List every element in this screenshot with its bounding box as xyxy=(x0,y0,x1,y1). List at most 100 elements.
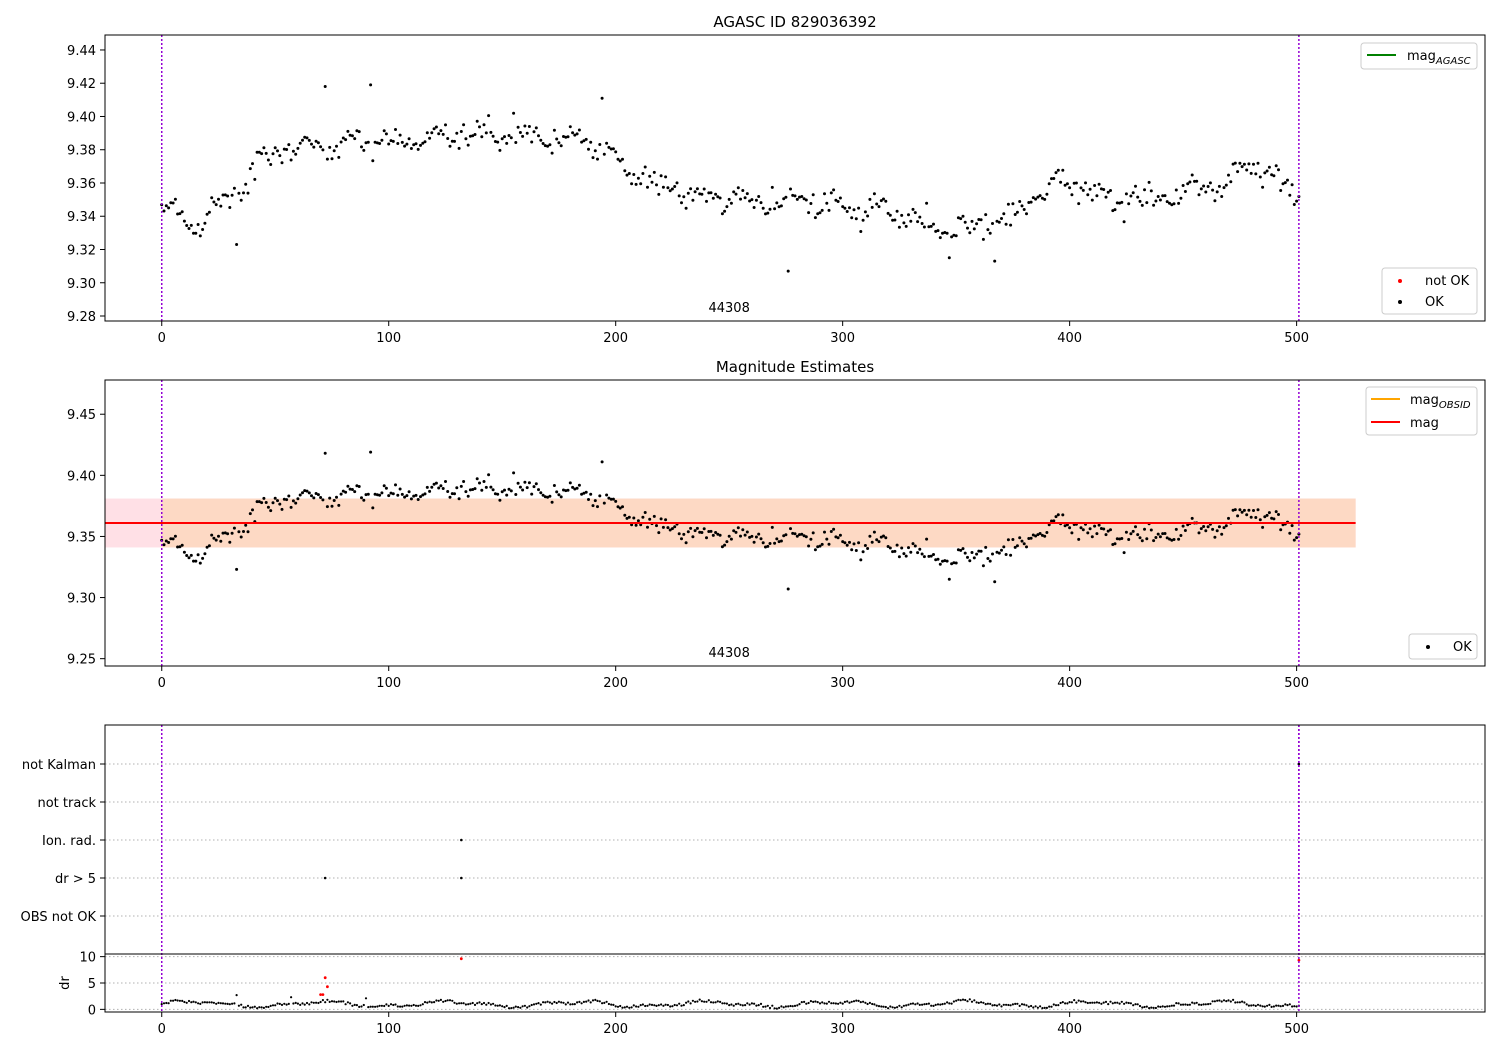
data-point xyxy=(695,187,699,191)
data-point xyxy=(875,1004,878,1007)
data-point xyxy=(1120,1000,1123,1003)
data-point xyxy=(348,487,352,491)
data-point xyxy=(419,143,422,147)
data-point xyxy=(555,137,559,141)
data-point xyxy=(482,480,486,483)
data-point xyxy=(376,1005,379,1008)
data-point xyxy=(301,138,304,142)
data-point xyxy=(600,460,604,464)
data-point xyxy=(171,201,175,205)
data-point xyxy=(162,1002,166,1005)
data-point xyxy=(1236,170,1240,174)
data-point xyxy=(439,129,443,133)
data-point xyxy=(977,549,981,553)
data-point xyxy=(1290,183,1294,187)
data-point xyxy=(357,130,361,134)
data-point xyxy=(182,219,186,223)
data-point xyxy=(190,1001,193,1004)
data-point xyxy=(335,144,338,148)
data-point xyxy=(836,536,840,540)
data-point xyxy=(291,499,295,503)
data-point xyxy=(625,173,629,177)
data-point xyxy=(569,1003,572,1006)
data-point xyxy=(1077,999,1080,1002)
data-point xyxy=(705,536,708,540)
data-point xyxy=(450,139,454,143)
data-point xyxy=(325,157,329,161)
data-point xyxy=(891,218,895,222)
data-point xyxy=(945,231,949,235)
data-point xyxy=(455,1002,458,1005)
data-point xyxy=(725,205,729,209)
data-point xyxy=(1034,1005,1037,1008)
data-point xyxy=(382,129,386,133)
data-point xyxy=(196,553,200,557)
data-point xyxy=(691,198,695,202)
data-point xyxy=(398,487,402,491)
data-point xyxy=(859,1001,862,1004)
flag-point xyxy=(323,876,327,880)
data-point xyxy=(934,558,938,562)
data-point xyxy=(237,1004,240,1007)
data-point xyxy=(591,504,595,508)
data-point xyxy=(1158,198,1162,202)
data-point xyxy=(646,185,649,189)
data-point xyxy=(727,534,731,538)
data-point xyxy=(339,140,343,144)
data-point xyxy=(966,1000,969,1003)
data-point xyxy=(1129,1002,1132,1005)
data-point xyxy=(562,135,565,138)
data-point xyxy=(698,530,702,534)
data-point xyxy=(1050,1005,1053,1008)
data-point xyxy=(989,1002,992,1006)
data-point xyxy=(932,1004,935,1008)
data-point xyxy=(887,1007,890,1010)
data-point xyxy=(907,1003,910,1006)
data-point xyxy=(1089,1001,1092,1004)
data-point xyxy=(330,1000,334,1003)
data-point xyxy=(1238,1001,1241,1004)
x-tick-label: 300 xyxy=(830,1022,855,1037)
data-point xyxy=(596,505,599,509)
data-point xyxy=(827,542,831,546)
data-point xyxy=(523,1004,527,1007)
data-point xyxy=(1025,1004,1028,1007)
data-point xyxy=(1258,518,1262,522)
dr-x-axis: 0 100 200 300 400 500 xyxy=(158,1012,1309,1037)
data-point xyxy=(1202,184,1206,188)
data-point xyxy=(321,993,325,996)
data-point xyxy=(857,541,861,545)
data-point xyxy=(480,488,484,492)
data-point xyxy=(357,485,361,488)
data-point xyxy=(446,137,450,140)
data-point xyxy=(555,490,559,494)
y-tick-label: 9.40 xyxy=(67,469,96,484)
data-point xyxy=(339,492,343,496)
data-point xyxy=(700,1000,704,1003)
data-point xyxy=(430,485,434,489)
data-point xyxy=(902,1004,906,1007)
data-point xyxy=(816,212,820,216)
data-point xyxy=(857,999,860,1003)
data-point xyxy=(723,1002,726,1005)
data-point xyxy=(330,504,334,508)
data-point xyxy=(1124,530,1128,534)
data-point xyxy=(419,495,422,499)
data-point xyxy=(573,1003,576,1006)
data-point xyxy=(1000,548,1003,552)
data-point xyxy=(219,1002,222,1005)
data-point xyxy=(165,1001,168,1005)
data-point xyxy=(857,206,861,210)
dr-axis-label: dr xyxy=(58,976,73,990)
data-point xyxy=(518,485,522,489)
data-point xyxy=(1163,194,1167,198)
data-point xyxy=(934,1003,937,1007)
data-point xyxy=(527,481,531,485)
data-point xyxy=(975,1001,978,1004)
flag-category-label: Ion. rad. xyxy=(42,834,96,849)
data-point xyxy=(705,1000,708,1003)
data-point xyxy=(1265,169,1269,173)
data-point xyxy=(673,525,677,529)
data-point xyxy=(848,206,851,210)
data-point xyxy=(1241,1000,1244,1003)
